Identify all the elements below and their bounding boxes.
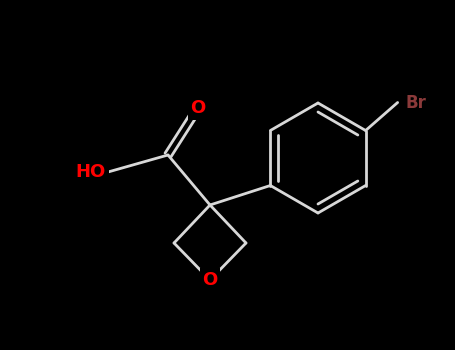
Text: HO: HO xyxy=(76,163,106,181)
Text: O: O xyxy=(190,99,206,117)
Text: Br: Br xyxy=(405,93,426,112)
Text: O: O xyxy=(202,271,217,289)
